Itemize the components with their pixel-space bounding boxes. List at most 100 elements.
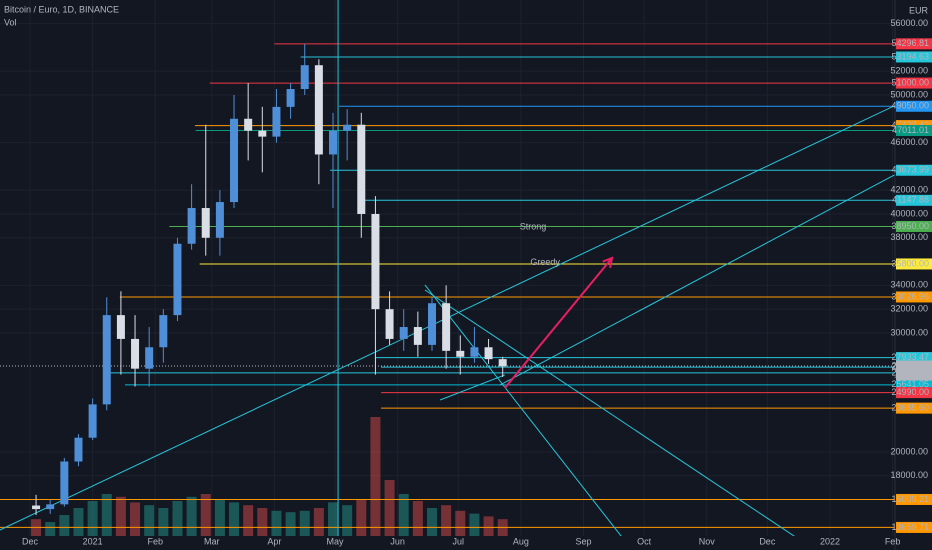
candle-body <box>230 118 239 203</box>
price-label-bg <box>896 258 932 270</box>
volume-bar <box>243 505 254 536</box>
price-label-bg <box>896 125 932 137</box>
volume-bar <box>200 494 211 536</box>
trendline <box>0 104 895 531</box>
candle-body <box>74 437 83 462</box>
price-label-bg <box>896 164 932 176</box>
candle-body <box>32 505 41 510</box>
price-label-bg <box>896 291 932 303</box>
volume-bar <box>370 417 381 536</box>
x-tick-label: Oct <box>637 536 652 546</box>
volume-bar <box>313 508 324 536</box>
candle-body <box>244 118 253 131</box>
candle-body <box>498 359 507 367</box>
currency: EUR <box>909 5 929 15</box>
volume-bar <box>229 502 240 536</box>
price-label: 38950.00 <box>891 221 929 231</box>
candle-body <box>102 315 111 405</box>
y-tick-label: 32000.00 <box>890 304 928 314</box>
volume-bar <box>186 496 197 536</box>
price-label-bg <box>896 100 932 112</box>
volume-bar <box>101 494 112 536</box>
candle-body <box>343 124 352 131</box>
candle-body <box>88 404 97 438</box>
grid <box>0 0 895 536</box>
annotation: Greedy <box>530 257 560 267</box>
candle-body <box>173 243 182 316</box>
candle-body <box>371 213 380 310</box>
volume-bar <box>130 502 141 536</box>
candle-body <box>329 130 338 155</box>
price-label: 16009.21 <box>891 494 929 504</box>
trendline <box>439 374 505 401</box>
candle-body <box>258 130 267 137</box>
candle-body <box>145 347 154 369</box>
volume-bar <box>483 516 494 536</box>
x-tick-label: Aug <box>513 536 529 546</box>
candle-body <box>484 347 493 360</box>
annotation: Strong <box>520 221 547 231</box>
price-label: 47427.42 <box>891 120 929 130</box>
candle-body <box>399 327 408 339</box>
x-tick-label: Jun <box>390 536 405 546</box>
price-label-bg <box>896 220 932 232</box>
candle-body <box>201 208 210 238</box>
candle-body <box>131 338 140 369</box>
price-label-bg <box>896 387 932 399</box>
y-tick-label: 50000.00 <box>890 89 928 99</box>
y-tick-label: 38000.00 <box>890 232 928 242</box>
y-tick-label: 20000.00 <box>890 446 928 456</box>
volume-bar <box>144 505 155 536</box>
volume-bar <box>469 513 480 536</box>
price-label-bg <box>896 521 932 533</box>
y-tick-label: 56000.00 <box>890 18 928 28</box>
volume-bar <box>398 494 409 536</box>
candle-body <box>300 65 309 90</box>
candle-body <box>470 347 479 357</box>
candle-body <box>272 106 281 137</box>
volume-bar <box>342 505 353 536</box>
y-tick-label: 40000.00 <box>890 208 928 218</box>
candle-body <box>357 124 366 214</box>
y-tick-label: 18000.00 <box>890 470 928 480</box>
price-label: 51000.00 <box>891 77 929 87</box>
axes: 56000.00 52000.00 50000.00 46000.00 42000.00… <box>22 0 932 550</box>
y-tick-label: 30000.00 <box>890 327 928 337</box>
volume-bar <box>73 508 84 536</box>
price-label: 53194.63 <box>891 51 929 61</box>
candle-body <box>413 327 422 345</box>
volume-pane <box>31 417 508 536</box>
trendline <box>499 174 895 386</box>
arrow-head <box>602 256 614 268</box>
volume-bar <box>285 512 296 536</box>
candle-body <box>46 504 55 510</box>
arrow <box>504 257 613 389</box>
price-label-bg <box>896 379 932 391</box>
x-tick-label: Sep <box>575 536 591 546</box>
price-label-bg <box>896 194 932 206</box>
x-tick-label: Feb <box>885 536 901 546</box>
volume-bar <box>59 515 70 536</box>
trendline <box>424 284 622 536</box>
price-label-bg <box>896 51 932 63</box>
volume-bar <box>384 480 395 536</box>
candle-body <box>427 303 436 345</box>
price-label: 35800.00 <box>891 258 929 268</box>
candle-body <box>159 315 168 348</box>
volume-bar <box>214 499 225 536</box>
y-tick-label: 52000.00 <box>890 66 928 76</box>
candle-body <box>116 315 125 339</box>
price-label: 33026.96 <box>891 291 929 301</box>
price-label: 23685.60 <box>891 402 929 412</box>
volume-bar <box>455 510 466 536</box>
countdown: 12:45:37 <box>894 369 929 379</box>
y-tick-label: 34000.00 <box>890 280 928 290</box>
y-tick-label: 42000.00 <box>890 185 928 195</box>
candle-body <box>286 89 295 107</box>
x-tick-label: Apr <box>267 536 281 546</box>
price-label: 27223.87 <box>891 360 929 370</box>
price-label: 47011.01 <box>892 125 929 135</box>
